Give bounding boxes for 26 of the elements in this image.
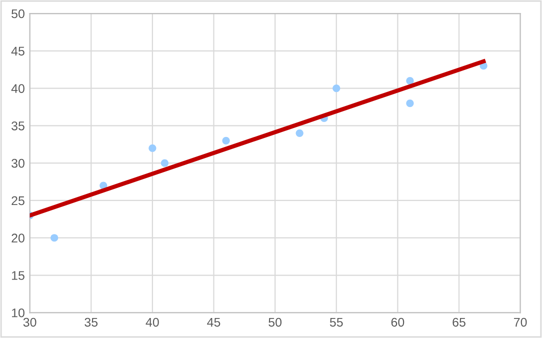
point xyxy=(148,144,156,152)
y-tick-label: 40 xyxy=(11,84,24,93)
point xyxy=(160,159,169,167)
y-tick-label: 45 xyxy=(11,46,24,56)
x-tick-label: 40 xyxy=(146,318,159,327)
x-tick-label: 70 xyxy=(514,318,527,327)
y-tick-label: 25 xyxy=(12,196,24,206)
x-tick-label: 30 xyxy=(23,318,36,327)
point xyxy=(222,136,230,144)
point xyxy=(296,129,304,137)
point xyxy=(406,99,414,108)
x-tick-label: 55 xyxy=(330,318,343,327)
point xyxy=(332,84,340,92)
y-tick-label: 30 xyxy=(12,158,24,168)
x-tick-label: 45 xyxy=(207,318,220,327)
y-tick-label: 35 xyxy=(12,121,24,130)
y-tick-label: 20 xyxy=(12,234,24,243)
x-tick-label: 50 xyxy=(268,318,282,327)
x-tick-label: 35 xyxy=(84,318,98,327)
point xyxy=(50,234,58,242)
y-tick-label: 10 xyxy=(12,308,24,318)
x-tick-label: 60 xyxy=(391,318,404,327)
y-tick-label: 50 xyxy=(12,9,24,18)
point xyxy=(406,77,414,85)
x-tick-label: 65 xyxy=(452,318,466,327)
y-tick-label: 15 xyxy=(12,271,24,280)
